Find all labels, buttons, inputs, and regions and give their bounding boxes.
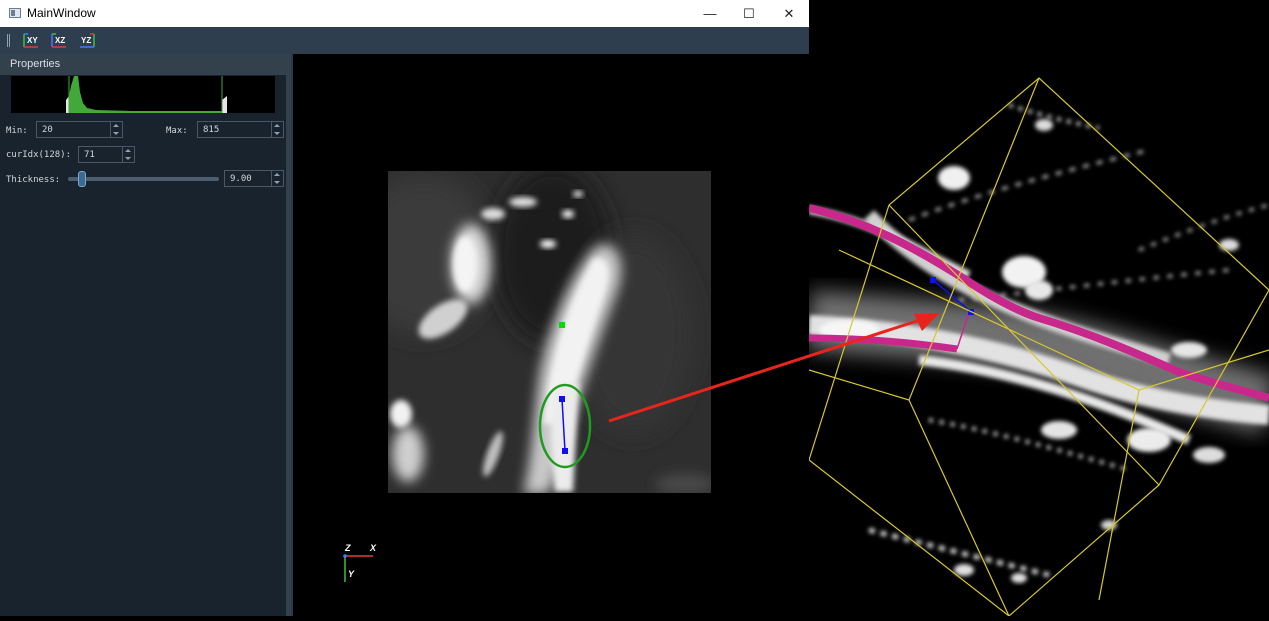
spin-up-icon[interactable]	[274, 173, 280, 176]
intensity-histogram[interactable]	[11, 76, 275, 113]
spin-down-icon[interactable]	[274, 132, 280, 135]
app-window-icon	[9, 8, 21, 18]
minimize-button[interactable]: —	[703, 6, 717, 21]
curidx-spin-arrows[interactable]	[122, 147, 134, 162]
curidx-spinbox[interactable]: 71	[78, 146, 135, 163]
spin-down-icon[interactable]	[125, 157, 131, 160]
axis-z-label: Z	[345, 543, 351, 553]
xy-view-button[interactable]: XY	[22, 32, 40, 49]
slice-canvas[interactable]	[293, 54, 809, 616]
max-handle	[222, 96, 227, 113]
measure-start-point-3d[interactable]	[930, 277, 936, 283]
min-value: 20	[42, 125, 53, 135]
axis-orientation-widget	[343, 554, 373, 582]
measure-end-point[interactable]	[562, 448, 568, 454]
spin-up-icon[interactable]	[125, 149, 131, 152]
panel-splitter-handle[interactable]	[291, 54, 293, 616]
title-bar[interactable]: MainWindow — ☐ ✕	[0, 0, 809, 27]
min-spin-arrows[interactable]	[110, 122, 122, 137]
close-button[interactable]: ✕	[783, 6, 795, 21]
properties-title: Properties	[10, 58, 61, 70]
min-handle	[66, 96, 69, 113]
histogram-fill	[69, 76, 222, 113]
max-spinbox[interactable]: 815	[197, 121, 284, 138]
slice-view-2d[interactable]: Z X Y	[293, 54, 809, 616]
thickness-spinbox[interactable]: 9.00	[224, 170, 284, 187]
thickness-slider-handle[interactable]	[78, 171, 86, 187]
volume-view-3d[interactable]	[806, 0, 1269, 617]
properties-panel: Properties Min: 20 Max: 815 curIdx(128):…	[0, 54, 291, 616]
spin-down-icon[interactable]	[274, 181, 280, 184]
properties-header: Properties	[0, 54, 286, 75]
window-title: MainWindow	[27, 6, 96, 20]
measure-start-point[interactable]	[559, 396, 565, 402]
main-window: MainWindow — ☐ ✕ XY XZ	[0, 0, 809, 616]
axis-x-label: X	[370, 543, 377, 553]
yz-view-button[interactable]: YZ	[78, 32, 96, 49]
xz-view-label: XZ	[55, 36, 66, 45]
selection-ellipse[interactable]	[538, 383, 592, 469]
xy-plane-icon	[23, 33, 38, 48]
yz-view-label: YZ	[81, 36, 92, 45]
measure-line-3d	[932, 279, 972, 313]
axis-y-label: Y	[348, 569, 355, 579]
curidx-value: 71	[84, 150, 95, 160]
thickness-slider[interactable]	[68, 177, 219, 181]
maximize-button[interactable]: ☐	[743, 6, 755, 21]
max-value: 815	[203, 125, 220, 135]
thickness-label: Thickness:	[6, 175, 61, 185]
microscopy-slice-image	[388, 171, 711, 493]
spin-up-icon[interactable]	[113, 124, 119, 127]
volume-render-canvas[interactable]	[806, 0, 1269, 617]
center-marker[interactable]	[559, 322, 565, 328]
measure-line	[561, 398, 566, 452]
histogram-plot	[66, 76, 227, 113]
traced-neurite	[808, 204, 1269, 402]
panel-scrollbar[interactable]	[286, 54, 291, 616]
xz-plane-icon	[51, 33, 66, 48]
min-label: Min:	[6, 126, 28, 136]
spin-up-icon[interactable]	[274, 124, 280, 127]
xz-view-button[interactable]: XZ	[50, 32, 68, 49]
trace-connector	[956, 311, 970, 350]
spin-down-icon[interactable]	[113, 132, 119, 135]
toolbar-grip-handle[interactable]	[7, 34, 10, 47]
thickness-value: 9.00	[230, 174, 252, 184]
max-label: Max:	[166, 126, 188, 136]
thickness-spin-arrows[interactable]	[271, 171, 283, 186]
toolbar: XY XZ YZ	[0, 27, 809, 54]
curidx-label: curIdx(128):	[6, 150, 72, 160]
neuron-volume-render	[806, 103, 1269, 583]
min-spinbox[interactable]: 20	[36, 121, 123, 138]
max-spin-arrows[interactable]	[271, 122, 283, 137]
yz-plane-icon	[80, 33, 95, 48]
xy-view-label: XY	[27, 36, 38, 45]
